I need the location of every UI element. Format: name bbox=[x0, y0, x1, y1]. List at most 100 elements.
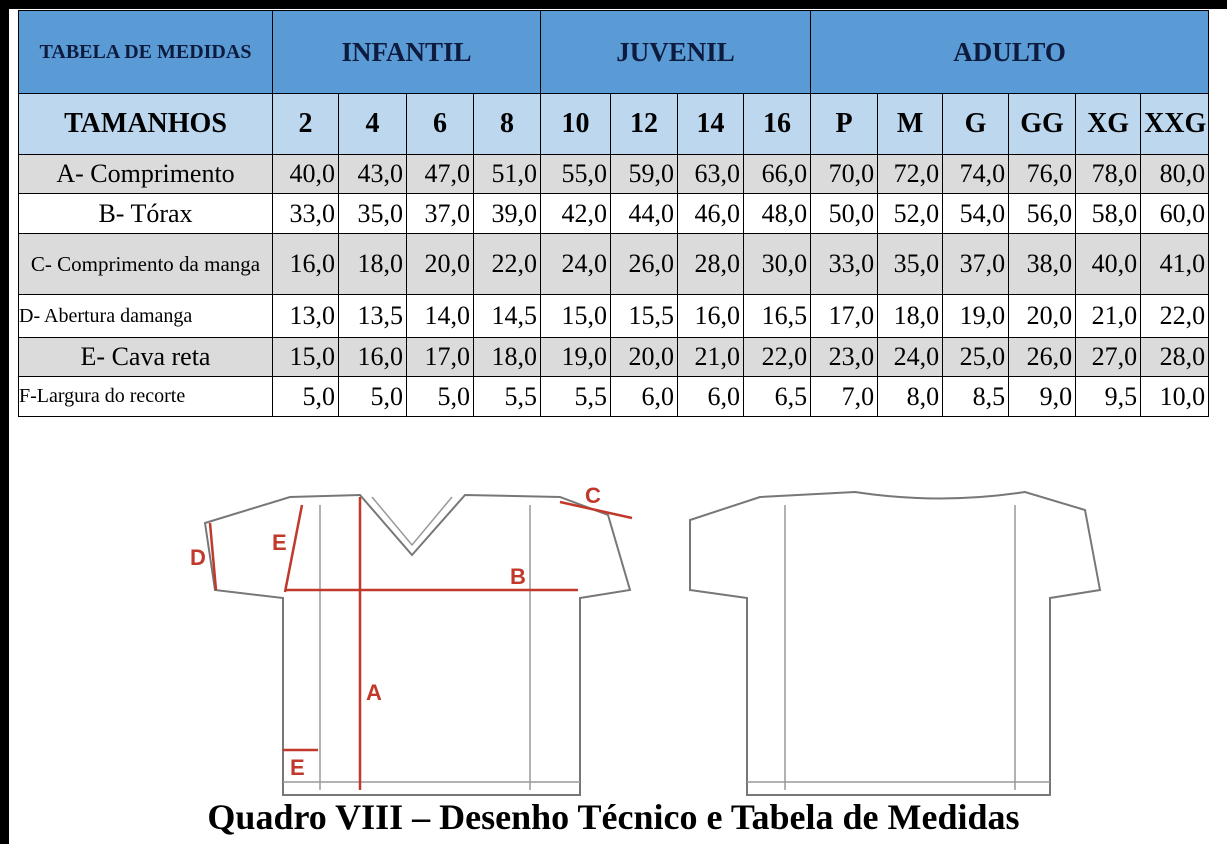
cell: 37,0 bbox=[942, 233, 1010, 295]
cell: 48,0 bbox=[743, 193, 812, 234]
cell: 2 bbox=[272, 93, 339, 155]
cell: 41,0 bbox=[1140, 233, 1210, 295]
cell: 6,0 bbox=[610, 376, 679, 417]
cell: 24,0 bbox=[877, 337, 944, 377]
cell: G bbox=[942, 93, 1010, 155]
cell: 5,0 bbox=[272, 376, 339, 417]
cell: 16,5 bbox=[743, 294, 812, 338]
cell: 4 bbox=[338, 93, 407, 155]
cell: 76,0 bbox=[1008, 154, 1077, 194]
cell: 28,0 bbox=[1140, 337, 1210, 377]
drawing-label: B bbox=[510, 564, 526, 589]
cell: 54,0 bbox=[942, 193, 1010, 234]
cell: 7,0 bbox=[810, 376, 879, 417]
cell: 16,0 bbox=[272, 233, 339, 295]
cell: 8,5 bbox=[942, 376, 1010, 417]
cell: 21,0 bbox=[1075, 294, 1142, 338]
drawing-label: E bbox=[272, 530, 287, 555]
cell: TAMANHOS bbox=[18, 93, 273, 155]
cell: 38,0 bbox=[1008, 233, 1077, 295]
data-row: F-Largura do recorte 5,0 5,0 5,0 5,5 5,5 6,0 6,… bbox=[18, 376, 1210, 417]
cell: D- Abertura damanga bbox=[18, 294, 273, 338]
drawing-label: C bbox=[585, 483, 601, 508]
cell: F-Largura do recorte bbox=[18, 376, 273, 417]
cell: 10 bbox=[540, 93, 612, 155]
cell: 70,0 bbox=[810, 154, 879, 194]
cell: 58,0 bbox=[1075, 193, 1142, 234]
cell: 60,0 bbox=[1140, 193, 1210, 234]
cell: 6 bbox=[406, 93, 474, 155]
cell: 35,0 bbox=[877, 233, 944, 295]
data-row: D- Abertura damanga 13,0 13,5 14,0 14,5 15,0 1… bbox=[18, 294, 1210, 338]
cell: 33,0 bbox=[272, 193, 339, 234]
cell: 5,5 bbox=[472, 376, 542, 417]
cell: 25,0 bbox=[942, 337, 1010, 377]
cell: 66,0 bbox=[743, 154, 812, 194]
cell: 26,0 bbox=[610, 233, 679, 295]
cell: ADULTO bbox=[810, 10, 1210, 94]
cell: 30,0 bbox=[743, 233, 812, 295]
cell: 56,0 bbox=[1008, 193, 1077, 234]
cell: 55,0 bbox=[540, 154, 612, 194]
cell: 43,0 bbox=[338, 154, 407, 194]
cell: 50,0 bbox=[810, 193, 879, 234]
cell: 28,0 bbox=[677, 233, 745, 295]
cell: JUVENIL bbox=[540, 10, 812, 94]
cell: 35,0 bbox=[338, 193, 407, 234]
cell: 22,0 bbox=[472, 233, 542, 295]
cell: 14,0 bbox=[406, 294, 474, 338]
cell: 16 bbox=[743, 93, 812, 155]
cell: 40,0 bbox=[1075, 233, 1142, 295]
data-row: C- Comprimento da manga 16,0 18,0 20,0 22,0 2… bbox=[18, 233, 1210, 295]
cell: 22,0 bbox=[743, 337, 812, 377]
cell: 5,0 bbox=[338, 376, 407, 417]
cell: C- Comprimento da manga bbox=[18, 233, 273, 295]
cell: 14,5 bbox=[472, 294, 542, 338]
drawing-label: E bbox=[290, 755, 305, 780]
cell: 18,0 bbox=[338, 233, 407, 295]
cell: 16,0 bbox=[677, 294, 745, 338]
cell: 44,0 bbox=[610, 193, 679, 234]
cell: XXG bbox=[1140, 93, 1210, 155]
cell: 13,5 bbox=[338, 294, 407, 338]
cell: 42,0 bbox=[540, 193, 612, 234]
cell: 17,0 bbox=[406, 337, 474, 377]
drawing-label: A bbox=[366, 680, 382, 705]
shirt-front bbox=[203, 493, 632, 796]
cell: 19,0 bbox=[942, 294, 1010, 338]
cell: 12 bbox=[610, 93, 679, 155]
caption: Quadro VIII – Desenho Técnico e Tabela d… bbox=[207, 797, 1020, 837]
cell: 19,0 bbox=[540, 337, 612, 377]
cell: 78,0 bbox=[1075, 154, 1142, 194]
cell: 51,0 bbox=[472, 154, 542, 194]
cell: 15,0 bbox=[540, 294, 612, 338]
cell: 6,5 bbox=[743, 376, 812, 417]
cell: 80,0 bbox=[1140, 154, 1210, 194]
cell: 9,0 bbox=[1008, 376, 1077, 417]
cell: 72,0 bbox=[877, 154, 944, 194]
cell: TABELA DE MEDIDAS bbox=[18, 10, 273, 94]
cell: 22,0 bbox=[1140, 294, 1210, 338]
cell: 15,5 bbox=[610, 294, 679, 338]
cell: 47,0 bbox=[406, 154, 474, 194]
data-row: E- Cava reta 15,0 16,0 17,0 18,0 19,0 20,0 21,0… bbox=[18, 337, 1210, 377]
cell: 17,0 bbox=[810, 294, 879, 338]
cell: 20,0 bbox=[406, 233, 474, 295]
cell: GG bbox=[1008, 93, 1077, 155]
cell: 5,0 bbox=[406, 376, 474, 417]
cell: 26,0 bbox=[1008, 337, 1077, 377]
cell: 21,0 bbox=[677, 337, 745, 377]
cell: 8,0 bbox=[877, 376, 944, 417]
cell: B- Tórax bbox=[18, 193, 273, 234]
header-row: TABELA DE MEDIDAS INFANTIL JUVENIL ADULTO bbox=[18, 10, 1210, 94]
cell: 14 bbox=[677, 93, 745, 155]
cell: 13,0 bbox=[272, 294, 339, 338]
cell: 18,0 bbox=[472, 337, 542, 377]
cell: A- Comprimento bbox=[18, 154, 273, 194]
cell: 24,0 bbox=[540, 233, 612, 295]
cell: E- Cava reta bbox=[18, 337, 273, 377]
cell: 39,0 bbox=[472, 193, 542, 234]
